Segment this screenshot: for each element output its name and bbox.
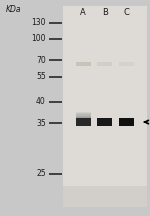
Text: C: C (124, 8, 130, 17)
Text: B: B (102, 8, 108, 17)
Bar (76, 117, 91, 118)
Bar (76, 116, 91, 117)
Bar (119, 118, 134, 126)
Text: 100: 100 (31, 34, 46, 43)
Text: 35: 35 (36, 119, 46, 128)
Bar (76, 118, 91, 126)
Bar (119, 62, 134, 66)
Text: A: A (80, 8, 86, 17)
Text: 55: 55 (36, 72, 46, 81)
Bar (98, 118, 112, 126)
Bar (98, 62, 112, 66)
Text: 25: 25 (36, 169, 46, 178)
Text: 130: 130 (31, 18, 46, 27)
Bar (63, 6, 147, 207)
Bar (63, 186, 147, 207)
Bar (76, 113, 91, 114)
Text: KDa: KDa (6, 5, 21, 14)
Bar (76, 114, 91, 116)
Bar (76, 62, 91, 66)
Text: 40: 40 (36, 97, 46, 106)
Text: 70: 70 (36, 56, 46, 65)
Bar (76, 112, 91, 113)
